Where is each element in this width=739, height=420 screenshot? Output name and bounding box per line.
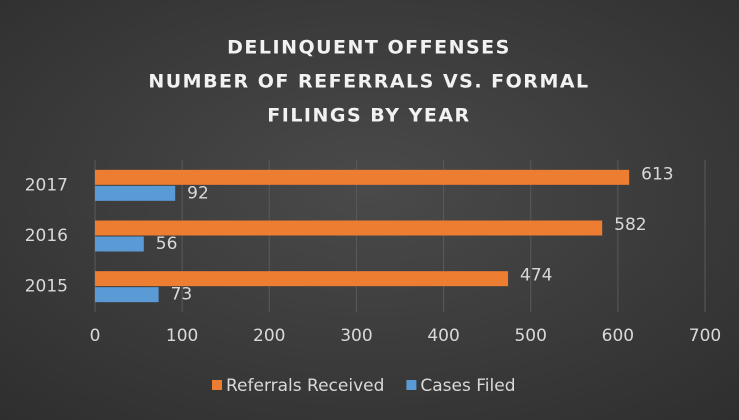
data-label: 73 [171,285,193,305]
bar [95,169,630,185]
x-tick-label: 400 [427,326,459,346]
legend-label: Cases Filed [420,376,515,396]
data-label: 582 [614,215,646,235]
x-tick-label: 300 [340,326,372,346]
y-tick-label: 2015 [25,277,68,297]
legend-label: Referrals Received [226,376,384,396]
x-tick-label: 100 [166,326,198,346]
legend-swatch [212,380,222,390]
x-tick-label: 200 [253,326,285,346]
chart-title: FILINGS BY YEAR [267,105,470,127]
y-tick-label: 2016 [25,226,68,246]
x-tick-label: 600 [602,326,634,346]
bar [95,236,144,252]
chart-title: NUMBER OF REFERRALS VS. FORMAL [148,71,589,93]
legend-swatch [406,380,417,390]
data-label: 56 [156,234,178,254]
y-tick-label: 2017 [25,175,68,195]
bar [95,287,159,303]
x-tick-label: 700 [689,326,721,346]
bar [95,220,603,236]
chart-title: DELINQUENT OFFENSES [227,37,511,59]
bar [95,271,509,287]
data-label: 613 [641,164,673,184]
bar [95,185,176,201]
x-tick-label: 500 [514,326,546,346]
data-label: 474 [520,266,552,286]
data-label: 92 [187,183,209,203]
x-tick-label: 0 [90,326,101,346]
